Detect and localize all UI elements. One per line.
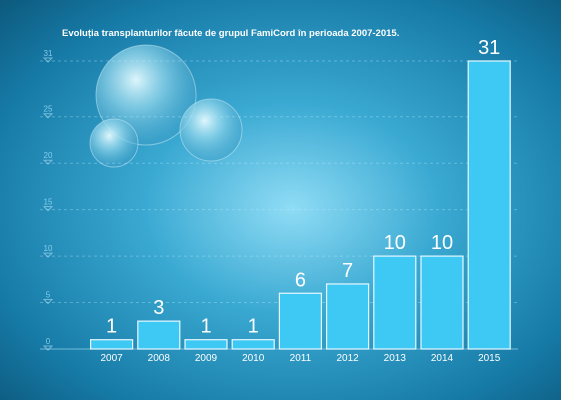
y-tick-label: 5: [46, 291, 51, 300]
bar-2015: [467, 60, 511, 350]
y-tick-label: 31: [44, 49, 53, 58]
tick-marker-icon: [42, 159, 54, 165]
tick-marker-icon: [42, 206, 54, 212]
bar-2013: [373, 255, 417, 350]
tick-marker-icon: [42, 252, 54, 258]
y-tick-label: 15: [44, 198, 53, 207]
bar-2011: [278, 292, 322, 350]
x-tick-label-2012: 2012: [336, 353, 359, 364]
value-label-2009: 1: [200, 316, 211, 338]
bubble-medium: [179, 98, 243, 162]
x-tick-label-2011: 2011: [290, 353, 312, 364]
tick-marker-icon: [42, 113, 54, 119]
bar-2007: [89, 339, 134, 350]
x-tick-label-2015: 2015: [478, 353, 501, 364]
y-axis-ticks: 0 5 10 15 20 25 31: [42, 49, 54, 351]
bar-2008: [137, 320, 181, 350]
bars: [89, 60, 511, 350]
y-tick-label: 10: [44, 244, 53, 253]
value-label-2013: 10: [384, 232, 406, 254]
x-tick-label-2007: 2007: [100, 353, 123, 364]
bar-2010: [231, 339, 275, 350]
bubble-small: [89, 118, 139, 168]
x-tick-label-2010: 2010: [242, 353, 265, 364]
value-label-2012: 7: [342, 260, 353, 282]
value-label-2007: 1: [106, 316, 117, 338]
chart-title: Evoluția transplanturilor făcute de grup…: [62, 28, 399, 39]
y-tick-label: 0: [46, 337, 51, 346]
y-tick-label: 25: [44, 105, 53, 114]
value-label-2008: 3: [153, 297, 164, 319]
tick-marker-icon: [42, 57, 54, 63]
x-tick-label-2014: 2014: [431, 353, 454, 364]
x-tick-label-2013: 2013: [384, 353, 407, 364]
bar-2014: [420, 255, 464, 350]
decorative-bubbles: [89, 44, 243, 168]
x-axis-labels: 2007 2008 2009 2010 2011 2012 2013 2014 2015: [100, 353, 500, 364]
y-tick-label: 20: [44, 151, 53, 160]
tick-marker-icon: [42, 345, 54, 351]
value-label-2011: 6: [295, 269, 306, 291]
bar-2009: [184, 339, 228, 350]
bar-2012: [326, 283, 370, 350]
value-label-2010: 1: [248, 316, 259, 338]
value-label-2014: 10: [431, 232, 453, 254]
tick-marker-icon: [42, 299, 54, 305]
x-tick-label-2009: 2009: [195, 353, 218, 364]
value-label-2015: 31: [478, 37, 500, 59]
x-tick-label-2008: 2008: [148, 353, 171, 364]
